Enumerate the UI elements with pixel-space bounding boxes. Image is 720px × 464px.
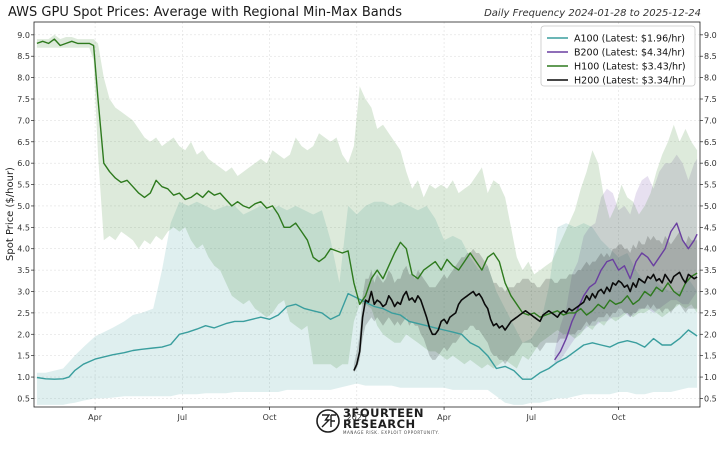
y-tick-label-right: 7.5 bbox=[704, 95, 717, 104]
y-tick-label-left: 9.0 bbox=[17, 31, 30, 40]
logo: 3FOURTEEN RESEARCH MANAGE RISK. EXPLOIT … bbox=[316, 406, 440, 435]
y-tick-label-left: 3.0 bbox=[17, 288, 30, 297]
legend-label-h100: H100 (Latest: $3.43/hr) bbox=[574, 62, 686, 73]
axis-layer: 0.5 0.5 1.0 1.0 1.5 1.5 2.0 2.0 2.5 2.5 3.0 3.0 3.5 3… bbox=[17, 31, 716, 422]
series-line-h100 bbox=[36, 38, 698, 318]
y-tick-label-left: 1.0 bbox=[17, 373, 30, 382]
x-tick-label: Jul bbox=[176, 413, 187, 422]
y-tick-label-left: 3.5 bbox=[17, 266, 30, 275]
legend-label-a100: A100 (Latest: $1.96/hr) bbox=[574, 34, 685, 45]
x-tick-label: Oct bbox=[612, 413, 626, 422]
y-tick-label-right: 7.0 bbox=[704, 116, 717, 125]
x-tick-label: 2025 bbox=[347, 413, 367, 422]
chart-subtitle: Daily Frequency 2024-01-28 to 2025-12-24 bbox=[484, 8, 701, 19]
logo-mark-icon bbox=[321, 414, 336, 428]
y-tick-label-left: 5.0 bbox=[17, 202, 30, 211]
x-tick-label: Apr bbox=[88, 413, 103, 422]
logo-circle-icon bbox=[316, 409, 340, 433]
plot-frame bbox=[33, 21, 701, 408]
band-h200 bbox=[353, 231, 698, 373]
y-tick-label-left: 2.5 bbox=[17, 309, 30, 318]
y-tick-label-right: 0.5 bbox=[704, 394, 717, 403]
y-tick-label-left: 6.5 bbox=[17, 138, 30, 147]
series-line-a100 bbox=[36, 292, 698, 380]
logo-brand-line2: RESEARCH bbox=[343, 417, 416, 431]
y-tick-label-right: 5.5 bbox=[704, 181, 717, 190]
y-tick-label-left: 0.5 bbox=[17, 394, 30, 403]
y-tick-label-left: 1.5 bbox=[17, 352, 30, 361]
y-tick-label-right: 4.0 bbox=[704, 245, 717, 254]
y-tick-label-left: 7.0 bbox=[17, 116, 30, 125]
y-tick-label-right: 2.5 bbox=[704, 309, 717, 318]
y-tick-label-right: 1.0 bbox=[704, 373, 717, 382]
logo-tagline: MANAGE RISK. EXPLOIT OPPORTUNITY. bbox=[343, 430, 440, 435]
y-tick-label-right: 9.0 bbox=[704, 31, 717, 40]
y-tick-label-left: 8.0 bbox=[17, 74, 30, 83]
y-tick-label-right: 8.5 bbox=[704, 52, 717, 61]
y-tick-label-right: 1.5 bbox=[704, 352, 717, 361]
y-tick-label-left: 8.5 bbox=[17, 52, 30, 61]
x-tick-label: Jul bbox=[525, 413, 536, 422]
y-tick-label-right: 2.0 bbox=[704, 330, 717, 339]
y-tick-label-right: 5.0 bbox=[704, 202, 717, 211]
y-tick-label-right: 8.0 bbox=[704, 74, 717, 83]
x-tick-label: Apr bbox=[437, 413, 452, 422]
y-tick-label-left: 6.0 bbox=[17, 159, 30, 168]
legend-box bbox=[540, 25, 696, 87]
logo-brand: 3FOURTEEN bbox=[343, 406, 424, 420]
y-tick-label-left: 7.5 bbox=[17, 95, 30, 104]
y-tick-label-right: 3.5 bbox=[704, 266, 717, 275]
y-tick-label-right: 4.5 bbox=[704, 223, 717, 232]
band-h100 bbox=[36, 34, 698, 369]
y-tick-label-right: 3.0 bbox=[704, 288, 717, 297]
legend-label-h200: H200 (Latest: $3.34/hr) bbox=[574, 76, 686, 87]
y-tick-label-left: 5.5 bbox=[17, 181, 30, 190]
y-axis-label: Spot Price ($/hour) bbox=[5, 167, 16, 261]
y-tick-label-right: 6.5 bbox=[704, 138, 717, 147]
line-layer bbox=[36, 38, 698, 380]
y-tick-label-left: 4.5 bbox=[17, 223, 30, 232]
legend: A100 (Latest: $1.96/hr) B200 (Latest: $4.… bbox=[540, 25, 696, 87]
grid-layer bbox=[34, 22, 700, 407]
y-tick-label-left: 4.0 bbox=[17, 245, 30, 254]
series-line-h200 bbox=[353, 271, 698, 371]
y-tick-label-right: 6.0 bbox=[704, 159, 717, 168]
chart-title: AWS GPU Spot Prices: Average with Region… bbox=[8, 5, 402, 20]
x-tick-label: Oct bbox=[263, 413, 277, 422]
legend-label-b200: B200 (Latest: $4.34/hr) bbox=[574, 48, 685, 59]
y-tick-label-left: 2.0 bbox=[17, 330, 30, 339]
